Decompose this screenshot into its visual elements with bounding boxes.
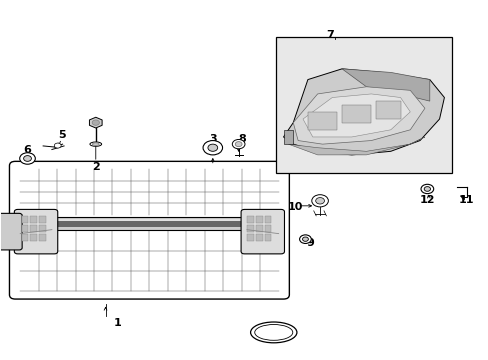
Bar	[264, 234, 271, 240]
FancyBboxPatch shape	[241, 210, 284, 254]
Bar	[375, 101, 400, 119]
Circle shape	[315, 198, 324, 204]
Circle shape	[203, 140, 222, 155]
FancyBboxPatch shape	[14, 210, 58, 254]
Bar	[30, 234, 37, 240]
Bar	[247, 234, 253, 240]
Bar	[264, 216, 271, 223]
Polygon shape	[283, 130, 293, 144]
Text: 3: 3	[208, 134, 216, 144]
Bar	[30, 217, 268, 230]
Polygon shape	[288, 137, 424, 155]
Bar	[39, 225, 45, 231]
Polygon shape	[283, 69, 444, 155]
Polygon shape	[293, 87, 424, 144]
Bar	[256, 225, 262, 231]
Circle shape	[232, 139, 244, 149]
Circle shape	[92, 120, 99, 125]
Text: 4: 4	[286, 331, 294, 341]
Bar	[264, 225, 271, 231]
Bar	[276, 37, 451, 173]
Ellipse shape	[254, 324, 292, 340]
Circle shape	[299, 235, 311, 243]
Text: 8: 8	[238, 134, 245, 144]
Text: 11: 11	[458, 195, 473, 205]
Bar	[247, 216, 253, 223]
Text: 2: 2	[92, 162, 100, 172]
Bar	[21, 216, 28, 223]
Bar	[21, 234, 28, 240]
FancyBboxPatch shape	[9, 161, 289, 299]
Polygon shape	[303, 94, 409, 137]
Circle shape	[311, 195, 328, 207]
Bar	[256, 234, 262, 240]
Text: 7: 7	[325, 30, 333, 40]
Bar	[307, 112, 336, 130]
Circle shape	[23, 156, 31, 161]
Circle shape	[207, 144, 217, 151]
Text: 12: 12	[419, 195, 434, 205]
Circle shape	[235, 141, 242, 147]
Text: 9: 9	[306, 238, 314, 248]
Bar	[39, 234, 45, 240]
Ellipse shape	[92, 143, 99, 145]
Polygon shape	[341, 69, 429, 101]
Bar	[247, 225, 253, 231]
Bar	[30, 225, 37, 231]
Bar	[21, 225, 28, 231]
Circle shape	[420, 184, 433, 194]
Text: 1: 1	[114, 319, 122, 328]
Bar	[256, 216, 262, 223]
Circle shape	[54, 143, 61, 148]
Bar	[341, 105, 370, 123]
Bar	[32, 219, 266, 221]
Bar	[32, 221, 266, 227]
Circle shape	[423, 186, 429, 191]
Ellipse shape	[90, 142, 102, 146]
Text: 5: 5	[58, 130, 65, 140]
Text: 10: 10	[287, 202, 303, 212]
Polygon shape	[89, 117, 102, 128]
Circle shape	[302, 237, 308, 241]
Bar	[30, 216, 37, 223]
Ellipse shape	[250, 322, 296, 343]
FancyBboxPatch shape	[0, 213, 22, 250]
Circle shape	[20, 153, 35, 164]
Bar	[39, 216, 45, 223]
Text: 6: 6	[23, 144, 31, 154]
